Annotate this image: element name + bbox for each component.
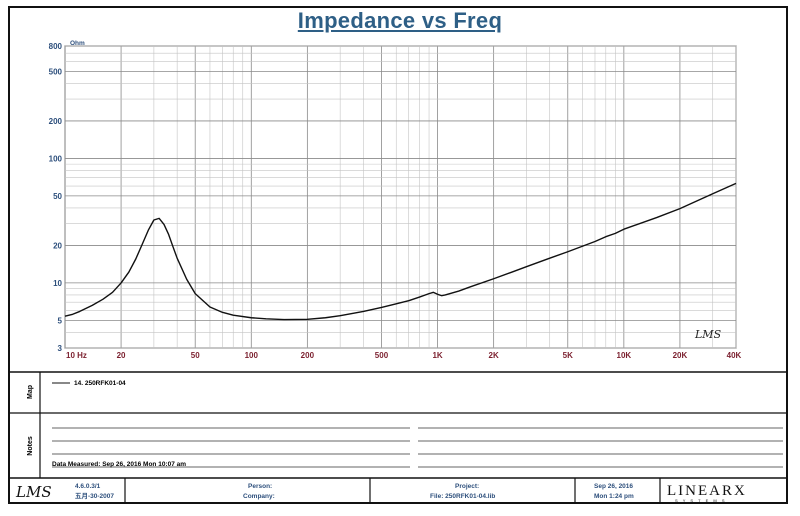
- company-label: Company:: [243, 493, 275, 500]
- linearx-logo: LINEARX: [667, 483, 747, 499]
- legend-entry: 14. 250RFK01-04: [74, 380, 126, 387]
- y-tick-label: 800: [49, 42, 63, 51]
- x-tick-label: 50: [191, 351, 200, 360]
- file-label: File: 250RFK01-04.lib: [430, 493, 495, 500]
- y-tick-label: 200: [49, 117, 63, 126]
- x-tick-label: 20K: [673, 351, 688, 360]
- y-tick-label: 3: [58, 344, 63, 353]
- series-group: [64, 182, 737, 321]
- x-tick-label: 10K: [617, 351, 632, 360]
- linearx-logo-sub: S Y S T E M S: [675, 498, 727, 503]
- y-tick-label: 20: [53, 241, 62, 250]
- x-tick-labels: 10 Hz 20 50 100 200 500 1K 2K 5K 10K 20K 40K: [66, 351, 742, 360]
- y-tick-label: 5: [58, 316, 63, 325]
- chart-title: Impedance vs Freq: [297, 8, 503, 33]
- y-tick-label: 100: [49, 154, 63, 163]
- software-version-date: 五月-30-2007: [75, 492, 114, 500]
- map-section-label: Map: [27, 385, 34, 399]
- x-tick-label: 20: [117, 351, 126, 360]
- y-unit-label: Ohm: [70, 40, 85, 47]
- x-tick-label: 40K: [727, 351, 742, 360]
- x-tick-label: 100: [245, 351, 259, 360]
- series-line: [64, 182, 737, 321]
- footer-date: Sep 26, 2016: [594, 483, 633, 490]
- project-label: Project:: [455, 483, 479, 490]
- footer-panel: Map Notes 14. 250RFK01-04 Data Measured:…: [9, 371, 787, 504]
- footer-time: Mon 1:24 pm: [594, 493, 634, 500]
- data-measured-text: Data Measured: Sep 26, 2016 Mon 10:07 am: [52, 461, 186, 468]
- notes-section-label: Notes: [27, 436, 34, 456]
- grid: [64, 45, 737, 349]
- person-label: Person:: [248, 483, 272, 490]
- x-tick-label: 500: [375, 351, 389, 360]
- lms-logo: LMS: [15, 483, 52, 501]
- y-tick-label: 500: [49, 67, 63, 76]
- lms-plot-stamp: LMS: [694, 328, 722, 341]
- y-tick-label: 50: [53, 192, 62, 201]
- x-tick-label: 5K: [563, 351, 573, 360]
- y-tick-label: 10: [53, 279, 62, 288]
- y-tick-labels: 800 500 200 100 50 20 10 5 3: [49, 42, 63, 353]
- software-version: 4.6.0.3/1: [75, 483, 101, 490]
- notes-lines: [52, 427, 783, 468]
- x-tick-label: 1K: [432, 351, 442, 360]
- x-tick-label: 2K: [489, 351, 499, 360]
- x-tick-label: 10 Hz: [66, 351, 87, 360]
- x-tick-label: 200: [301, 351, 315, 360]
